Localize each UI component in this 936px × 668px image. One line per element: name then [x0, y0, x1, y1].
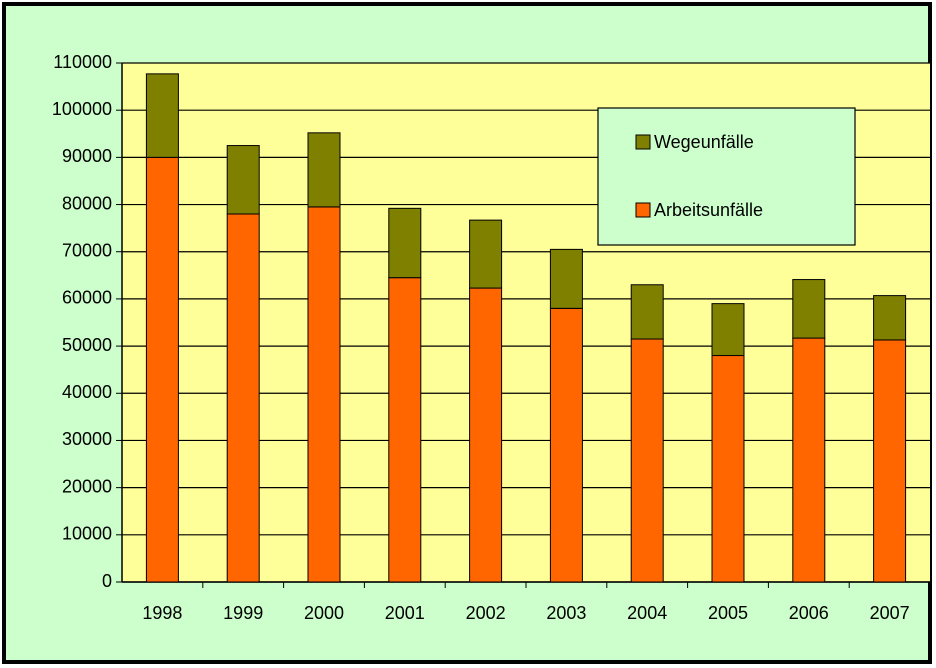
bar: [792, 279, 826, 339]
bar: [388, 277, 422, 583]
bar: [145, 73, 179, 158]
bar: [226, 213, 260, 583]
x-tick-label: 2002: [466, 603, 506, 623]
bar: [711, 355, 745, 583]
x-tick-label: 2006: [789, 603, 829, 623]
x-tick-label: 2003: [546, 603, 586, 623]
legend-label: Arbeitsunfälle: [654, 200, 763, 220]
x-tick-label: 2007: [870, 603, 910, 623]
legend: [597, 107, 856, 246]
y-tick-label: 50000: [62, 335, 112, 355]
y-tick-label: 10000: [62, 524, 112, 544]
bar: [630, 338, 664, 583]
legend-swatch: [635, 134, 651, 150]
bar: [388, 207, 422, 279]
x-tick-label: 2005: [708, 603, 748, 623]
y-tick-label: 40000: [62, 382, 112, 402]
y-tick-label: 20000: [62, 476, 112, 496]
y-tick-label: 80000: [62, 193, 112, 213]
bar: [549, 307, 583, 583]
y-tick-label: 0: [102, 571, 112, 591]
bar: [145, 156, 179, 583]
bar: [307, 206, 341, 583]
y-tick-label: 90000: [62, 146, 112, 166]
y-tick-label: 70000: [62, 240, 112, 260]
bar: [873, 339, 907, 583]
bar: [469, 219, 503, 289]
x-tick-label: 1998: [142, 603, 182, 623]
bar: [711, 303, 745, 357]
x-tick-label: 2000: [304, 603, 344, 623]
y-tick-label: 30000: [62, 429, 112, 449]
legend-label: Wegeunfälle: [654, 132, 754, 152]
y-tick-label: 60000: [62, 288, 112, 308]
bar: [792, 337, 826, 583]
x-tick-label: 2004: [627, 603, 667, 623]
bar: [469, 287, 503, 583]
legend-swatch: [635, 202, 651, 218]
y-tick-label: 110000: [53, 52, 112, 72]
bar: [630, 284, 664, 340]
bar: [307, 132, 341, 208]
y-tick-label: 100000: [52, 99, 112, 119]
x-tick-label: 2001: [385, 603, 425, 623]
bar: [873, 295, 907, 341]
x-tick-label: 1999: [223, 603, 263, 623]
bar: [226, 145, 260, 215]
bar: [549, 248, 583, 309]
